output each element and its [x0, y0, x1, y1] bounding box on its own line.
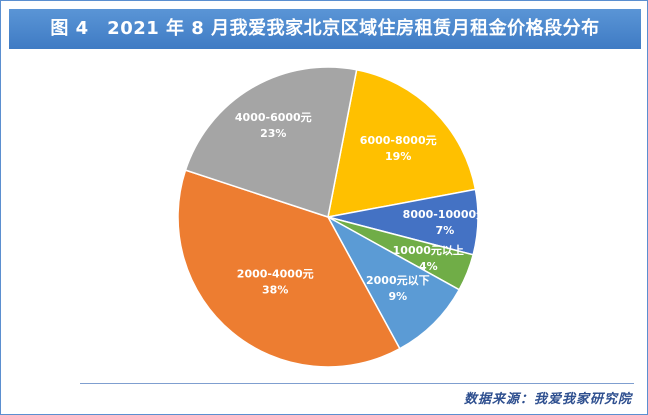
chart-title: 图 4 2021 年 8 月我爱我家北京区域住房租赁月租金价格段分布 — [9, 9, 641, 49]
slice-label-6000-8000: 6000-8000元 19% — [360, 134, 437, 163]
slice-percent-2000-4000: 38% — [262, 283, 288, 296]
pie-slice-4000-6000 — [184, 66, 358, 218]
slice-label-under-2000: 2000元以下 9% — [366, 274, 430, 303]
pie-slice-under-2000 — [326, 215, 461, 350]
slice-category-2000-4000: 2000-4000元 — [237, 267, 314, 280]
slice-category-under-2000: 2000元以下 — [366, 274, 430, 287]
slice-percent-8000-10000: 7% — [436, 224, 455, 237]
slice-category-8000-10000: 8000-10000元 — [403, 208, 487, 221]
slice-label-2000-4000: 2000-4000元 38% — [237, 267, 314, 296]
slice-category-4000-6000: 4000-6000元 — [235, 111, 312, 124]
slice-percent-6000-8000: 19% — [385, 150, 411, 163]
pie-slice-6000-8000 — [327, 68, 477, 218]
slice-category-10000-plus: 10000元以上 — [393, 243, 464, 257]
source-note: 数据来源：我爱我家研究院 — [463, 392, 632, 407]
slice-percent-under-2000: 9% — [388, 290, 407, 303]
slice-percent-4000-6000: 23% — [260, 127, 286, 140]
slice-label-10000-plus: 10000元以上 4% — [393, 243, 464, 273]
slice-label-8000-10000: 8000-10000元 7% — [403, 208, 487, 237]
pie-labels: 6000-8000元 19%8000-10000元 7%10000元以上 4%2000… — [235, 111, 487, 303]
slice-label-4000-6000: 4000-6000元 23% — [235, 111, 312, 140]
slice-percent-10000-plus: 4% — [419, 260, 438, 273]
pie-slice-2000-4000 — [177, 169, 401, 368]
pie-slices — [177, 66, 479, 368]
slice-category-6000-8000: 6000-8000元 — [360, 134, 437, 147]
source-divider — [80, 383, 634, 384]
